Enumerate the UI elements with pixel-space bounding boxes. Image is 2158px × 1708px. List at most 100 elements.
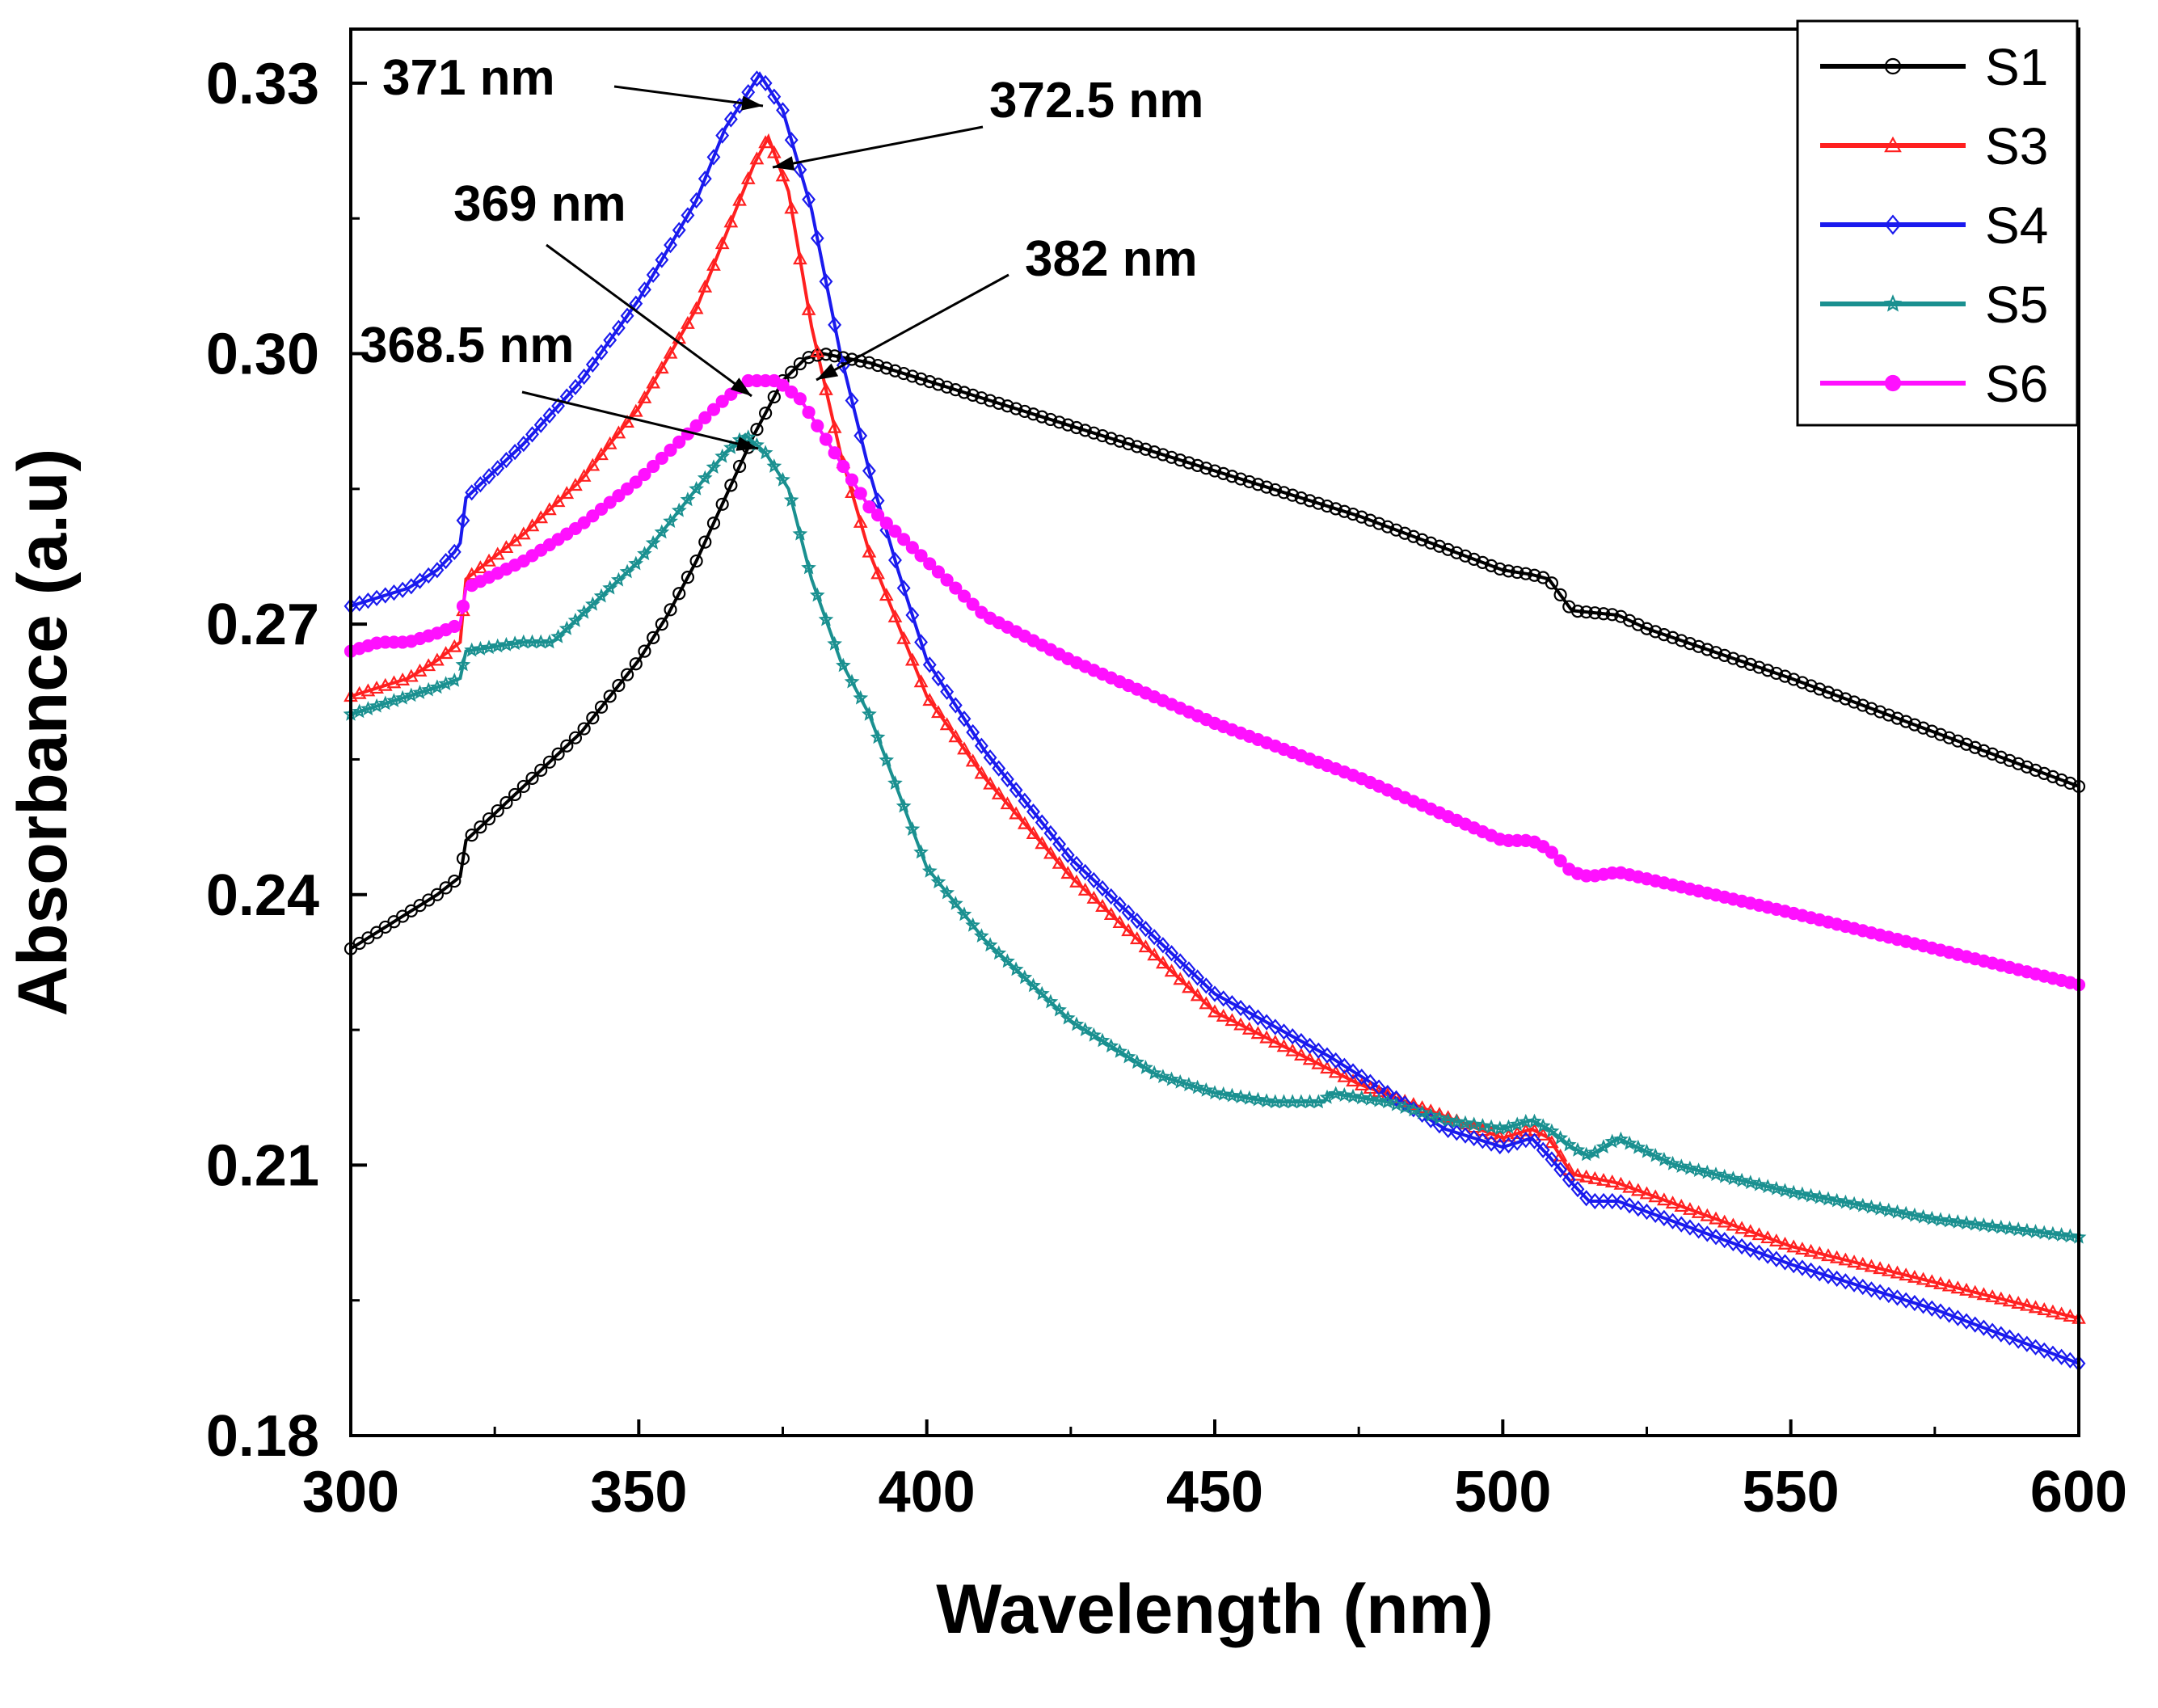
data-point-S3 [1250,1026,1266,1040]
data-point-S6 [940,573,954,587]
data-point-S4 [404,578,419,595]
data-point-S4 [1804,1262,1819,1280]
data-point-S5 [904,821,921,836]
data-point-S1 [940,380,954,394]
annotation-arrowhead-S5 [735,436,758,451]
data-point-S3 [1241,1021,1257,1035]
data-point-S3 [1164,964,1179,977]
data-point-S1 [430,888,445,901]
data-point-S1 [1035,410,1049,424]
data-point-S4 [1086,871,1101,889]
data-point-S3 [525,518,540,532]
data-point-S1 [1191,458,1204,472]
data-point-S4 [1173,953,1187,970]
data-point-S5 [369,698,385,713]
data-point-S3 [1518,1123,1533,1137]
data-point-S1 [1493,562,1507,576]
data-point-S5 [1535,1118,1551,1133]
data-point-S3 [939,717,955,731]
data-point-S4 [1259,1014,1274,1031]
data-point-S1 [491,803,504,818]
data-point-S4 [1078,863,1093,881]
data-point-S1 [551,747,565,761]
data-point-S5 [1008,961,1024,976]
data-point-S5 [1241,1090,1258,1105]
data-point-S1 [689,554,703,568]
data-point-S1 [1605,608,1619,622]
data-point-S1 [1372,517,1386,530]
data-point-S4 [1613,1194,1628,1211]
data-point-S5 [1198,1082,1214,1097]
annotation-arrow-S3 [772,125,984,169]
data-point-S5 [1811,1189,1827,1204]
data-point-S3 [1950,1280,1966,1294]
data-point-S5 [1103,1038,1119,1053]
y-tick-label: 0.33 [206,52,319,116]
data-point-S4 [646,266,660,284]
data-point-S1 [1078,424,1092,437]
x-tick-label: 450 [1166,1460,1263,1525]
data-point-S3 [2019,1297,2034,1311]
series-markers-S6 [344,373,2086,992]
data-point-S1 [465,829,478,842]
data-point-S3 [1630,1183,1646,1196]
y-tick-label: 0.24 [206,863,319,928]
data-point-S3 [1648,1189,1663,1203]
data-point-S3 [1665,1196,1680,1209]
data-point-S4 [1718,1232,1732,1249]
data-point-S1 [1907,718,1921,732]
data-point-S3 [974,765,989,779]
data-point-S3 [740,171,756,184]
data-point-S1 [681,571,695,584]
legend-items: S1 S3 S4 S5 S6 [1820,38,2048,413]
data-point-S5 [766,458,782,473]
data-point-S1 [577,722,591,736]
data-point-S3 [2046,1304,2060,1318]
data-point-S1 [1242,474,1256,489]
data-point-S6 [905,541,919,555]
data-point-S1 [897,366,911,381]
data-point-S3 [1009,806,1023,820]
data-point-S5 [827,635,842,651]
data-point-S3 [663,345,678,359]
data-point-S3 [1112,915,1127,929]
data-point-S1 [2046,770,2060,783]
data-point-S6 [1545,846,1559,859]
data-point-S5 [775,471,790,487]
data-point-S4 [585,356,600,373]
data-point-S1 [1821,685,1836,699]
data-point-S3 [965,753,980,767]
data-point-S5 [1639,1143,1654,1158]
data-point-S4 [1441,1121,1456,1139]
data-point-S4 [1786,1257,1801,1274]
data-point-S5 [1112,1043,1127,1058]
data-point-S1 [1225,470,1239,483]
data-point-S1 [1450,546,1464,559]
data-point-S4 [1726,1234,1740,1252]
data-point-S5 [1190,1079,1206,1094]
data-point-S3 [1536,1127,1551,1141]
data-point-S3 [793,251,807,265]
data-point-S4 [896,580,911,597]
data-point-S1 [845,352,859,366]
data-point-S1 [992,396,1005,410]
data-point-S6 [828,446,841,460]
data-point-S6 [923,557,937,571]
data-point-S4 [1994,1326,2008,1343]
data-point-S5 [1984,1218,2000,1234]
data-point-S1 [1432,539,1447,553]
data-point-S4 [1924,1300,1939,1317]
data-point-S4 [1640,1203,1654,1221]
data-point-S3 [1017,816,1032,829]
data-point-S1 [1441,542,1455,556]
data-point-S5 [818,611,834,626]
data-point-S5 [1881,1202,1897,1217]
data-point-S6 [897,533,911,546]
data-point-S1 [1312,496,1326,510]
legend-item-S3: S3 [1820,117,2048,175]
data-point-S4 [1191,969,1205,986]
data-point-S4 [1838,1273,1852,1290]
data-point-S1 [1139,442,1153,456]
data-point-S5 [654,524,670,539]
